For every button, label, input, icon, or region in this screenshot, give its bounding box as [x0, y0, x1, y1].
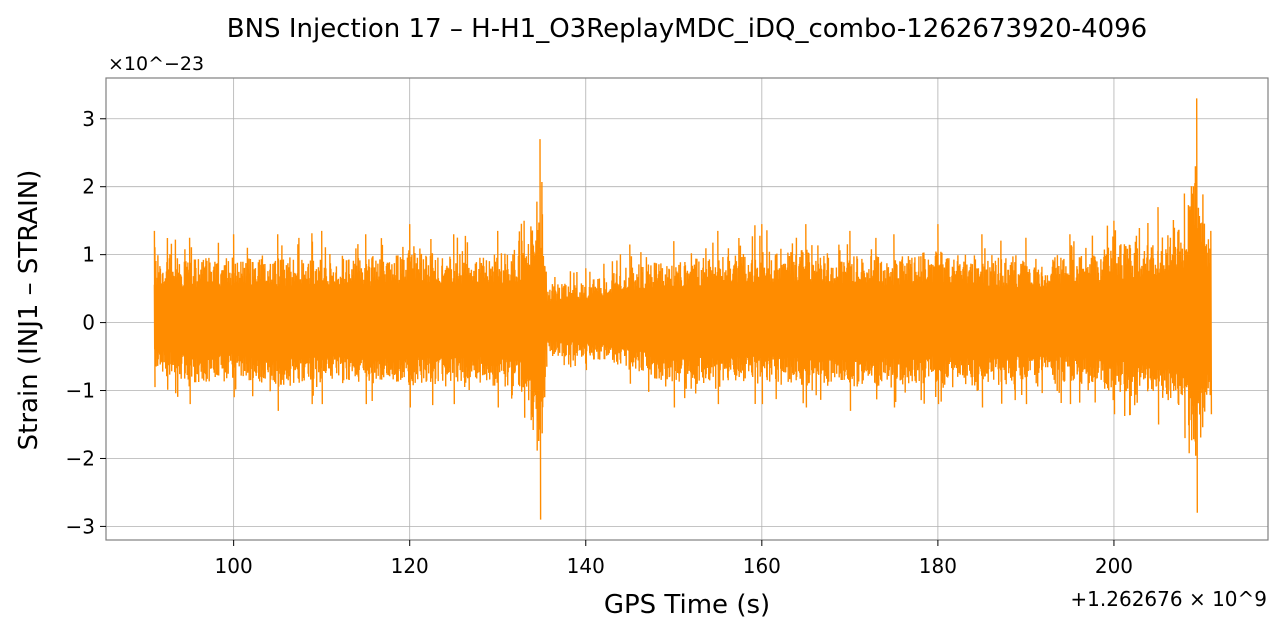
y-tick-label: −2: [66, 446, 95, 470]
series-layer: [153, 98, 1213, 520]
x-tick-label: 100: [215, 554, 253, 578]
y-axis: 3 2 1 0 −1 −2 −3: [66, 107, 106, 538]
x-offset-label: +1.262676 × 10^9: [1070, 587, 1267, 611]
x-axis: 100 120 140 160 180 200: [215, 540, 1133, 578]
strain-series-line: [153, 98, 1213, 520]
chart-title: BNS Injection 17 – H-H1_O3ReplayMDC_iDQ_…: [227, 14, 1147, 44]
y-axis-label: Strain (INJ1 – STRAIN): [14, 170, 44, 451]
x-tick-label: 140: [567, 554, 605, 578]
y-tick-label: −3: [66, 514, 95, 538]
x-tick-label: 180: [919, 554, 957, 578]
y-tick-label: 1: [82, 243, 95, 267]
x-axis-label: GPS Time (s): [604, 590, 770, 620]
y-scale-label: ×10^−23: [108, 53, 204, 75]
x-tick-label: 160: [743, 554, 781, 578]
y-tick-label: 2: [82, 175, 95, 199]
y-tick-label: 0: [82, 311, 95, 335]
y-tick-label: 3: [82, 107, 95, 131]
y-tick-label: −1: [66, 379, 95, 403]
x-tick-label: 200: [1095, 554, 1133, 578]
plot-frame: [105, 77, 1269, 541]
x-tick-label: 120: [391, 554, 429, 578]
